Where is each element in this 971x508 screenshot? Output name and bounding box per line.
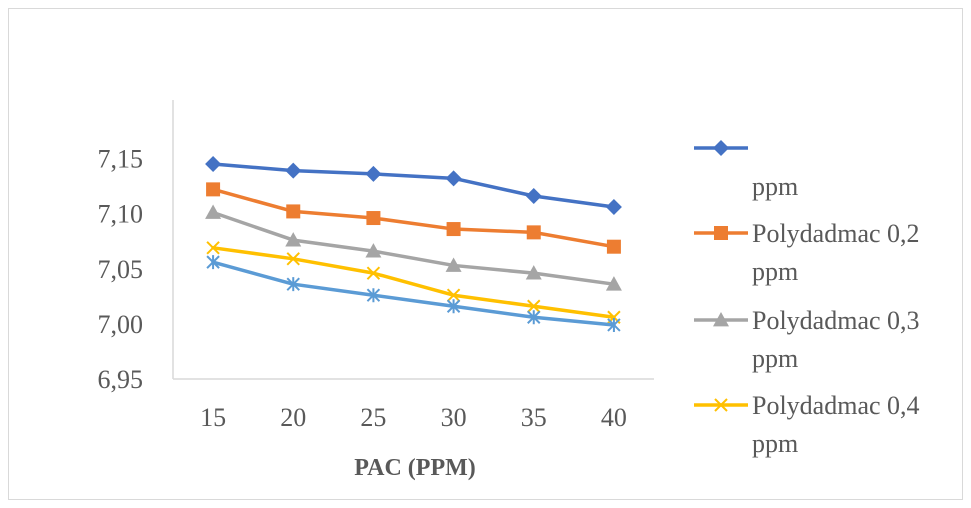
- y-tick-label: 6,95: [98, 365, 144, 394]
- y-tick-label: 7,10: [98, 200, 144, 229]
- x-tick-label: 25: [360, 403, 386, 432]
- data-point: [526, 225, 541, 240]
- legend-label-unit: ppm: [752, 344, 798, 373]
- data-point: [366, 266, 381, 280]
- x-tick-label: 40: [601, 403, 627, 432]
- data-point: [606, 239, 621, 254]
- legend-entry: Polydadmac 0,4 ppm: [694, 391, 920, 458]
- data-point: [445, 170, 462, 187]
- data-point: [525, 265, 542, 280]
- series-2: [206, 182, 621, 254]
- series-line: [211, 246, 616, 320]
- data-point: [285, 232, 302, 247]
- series-4: [206, 241, 621, 324]
- legend-marker: [713, 140, 729, 156]
- data-point: [446, 222, 461, 237]
- y-tick-label: 7,05: [98, 255, 144, 284]
- legend-label: Polydadmac 0,3: [752, 306, 920, 335]
- series-1: [205, 156, 622, 216]
- series-line: [211, 162, 616, 209]
- data-point: [607, 317, 621, 332]
- x-tick-label: 35: [521, 403, 547, 432]
- series-line: [211, 187, 616, 249]
- legend-marker: [714, 398, 728, 412]
- legend-entry: ppm: [694, 140, 798, 201]
- series-3: [205, 204, 622, 291]
- legend-label: Polydadmac 0,2: [752, 219, 920, 248]
- y-tick-labels: 7,15 7,10 7,05 7,00 6,95: [98, 145, 144, 395]
- data-point: [286, 204, 301, 219]
- data-point: [286, 277, 300, 292]
- data-point: [605, 276, 622, 291]
- data-point: [285, 162, 302, 179]
- data-point: [206, 255, 220, 270]
- series-5: [206, 255, 621, 332]
- data-point: [206, 241, 220, 255]
- y-tick-label: 7,15: [98, 145, 144, 174]
- x-tick-labels: 15 20 25 30 35 40: [200, 403, 627, 432]
- legend-label-unit: ppm: [752, 429, 798, 458]
- legend-entry: Polydadmac 0,3 ppm: [694, 306, 920, 373]
- data-point: [205, 156, 222, 173]
- legend-marker: [714, 226, 728, 240]
- legend-entry: Polydadmac 0,2 ppm: [694, 219, 920, 286]
- data-point: [446, 288, 461, 302]
- data-point: [206, 182, 221, 197]
- legend-label: Polydadmac 0,4: [752, 391, 920, 420]
- data-point: [205, 204, 222, 219]
- x-axis-title: PAC (PPM): [354, 455, 476, 481]
- series-layer: [205, 156, 622, 332]
- series-line: [211, 260, 616, 327]
- chart-frame: [8, 8, 963, 500]
- series-line: [211, 210, 616, 286]
- data-point: [525, 187, 542, 204]
- data-point: [366, 288, 381, 303]
- y-tick-label: 7,00: [98, 310, 144, 339]
- x-tick-label: 20: [280, 403, 306, 432]
- x-tick-label: 30: [441, 403, 467, 432]
- data-point: [527, 310, 541, 325]
- data-point: [365, 243, 382, 258]
- data-point: [605, 199, 622, 216]
- data-point: [365, 165, 382, 182]
- x-tick-label: 15: [200, 403, 226, 432]
- data-point: [366, 211, 381, 226]
- data-point: [446, 299, 461, 314]
- legend-label-unit: ppm: [752, 257, 798, 286]
- data-point: [445, 257, 462, 272]
- legend-marker: [713, 312, 729, 327]
- legend-label-unit: ppm: [752, 172, 798, 201]
- data-point: [527, 299, 541, 313]
- axes: [172, 100, 654, 380]
- data-point: [286, 252, 300, 266]
